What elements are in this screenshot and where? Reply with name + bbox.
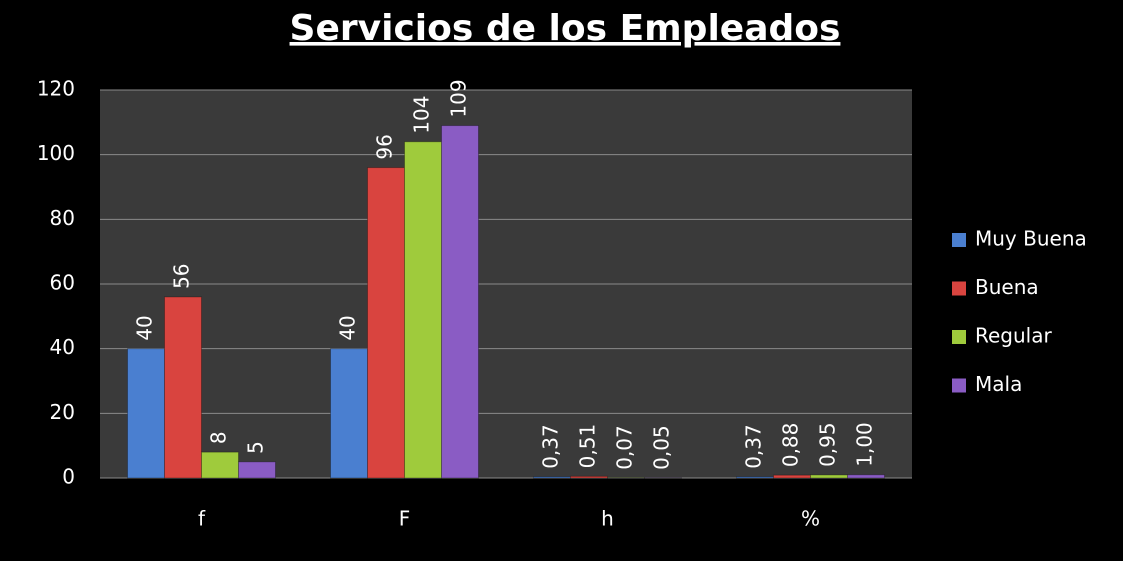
value-label: 40 xyxy=(336,315,360,340)
y-tick-label: 100 xyxy=(37,141,75,165)
value-label: 0,05 xyxy=(650,425,674,470)
y-tick-label: 80 xyxy=(50,206,75,230)
legend-swatch xyxy=(952,281,966,296)
value-label: 104 xyxy=(410,96,434,134)
y-tick-label: 20 xyxy=(50,400,75,424)
value-label: 56 xyxy=(170,263,194,288)
value-label: 0,88 xyxy=(779,423,803,468)
bar xyxy=(570,475,608,479)
bar xyxy=(127,348,165,479)
bar xyxy=(810,474,848,479)
bar xyxy=(238,461,276,479)
bar xyxy=(201,451,239,479)
value-label: 0,95 xyxy=(816,422,840,467)
bar xyxy=(736,476,774,479)
bar xyxy=(441,125,479,479)
bar xyxy=(367,167,405,479)
value-label: 5 xyxy=(244,441,268,454)
bar xyxy=(330,348,368,479)
bar xyxy=(404,141,442,479)
legend-label: Mala xyxy=(975,372,1022,396)
value-label: 0,37 xyxy=(539,424,563,469)
x-tick-label: f xyxy=(198,507,206,531)
value-label: 109 xyxy=(447,79,471,117)
value-label: 96 xyxy=(373,134,397,159)
y-tick-label: 0 xyxy=(62,465,75,489)
bar xyxy=(164,296,202,479)
y-tick-label: 120 xyxy=(37,77,75,101)
legend-label: Muy Buena xyxy=(975,227,1087,251)
bar xyxy=(847,474,885,479)
x-tick-label: h xyxy=(601,507,614,531)
legend-label: Buena xyxy=(975,275,1039,299)
x-tick-label: % xyxy=(801,507,820,531)
legend-label: Regular xyxy=(975,324,1052,348)
chart-title: Servicios de los Empleados xyxy=(290,8,841,49)
value-label: 0,37 xyxy=(742,424,766,469)
legend-swatch xyxy=(952,233,966,247)
value-label: 1,00 xyxy=(853,422,877,467)
value-label: 0,07 xyxy=(613,425,637,470)
value-label: 0,51 xyxy=(576,424,600,469)
y-tick-label: 60 xyxy=(50,271,75,295)
legend-swatch xyxy=(952,378,966,393)
y-tick-label: 40 xyxy=(50,335,75,359)
value-label: 8 xyxy=(207,431,231,444)
bar xyxy=(533,476,571,479)
legend-swatch xyxy=(952,330,966,344)
x-tick-label: F xyxy=(399,507,411,531)
bar xyxy=(773,474,811,479)
value-label: 40 xyxy=(133,315,157,340)
